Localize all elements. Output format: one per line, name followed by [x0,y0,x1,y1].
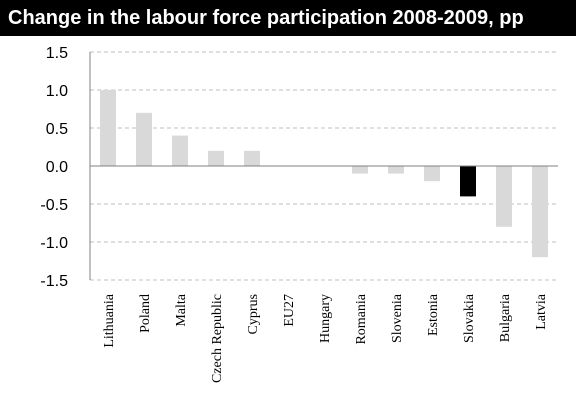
bar-cyprus [244,150,260,166]
y-tick-label: 1.0 [46,83,68,100]
bar-poland [136,112,152,166]
chart-title: Change in the labour force participation… [0,0,576,36]
bar-romania [352,166,368,174]
y-tick-label: 1.5 [46,45,68,62]
x-tick-label: Cyprus [246,294,261,334]
y-tick-label: -0.5 [40,197,68,214]
x-tick-label: Poland [138,294,153,333]
y-tick-label: 0.0 [46,159,68,176]
bar-slovakia [460,166,476,197]
bar-estonia [424,166,440,182]
x-tick-label: Lithuania [102,293,117,347]
bar-slovenia [388,166,404,174]
bar-lithuania [100,90,116,166]
bar-czech-republic [208,150,224,166]
x-tick-label: Malta [174,293,189,326]
bar-chart: 1.5 1.0 0.5 0.0 -0.5 -1.0 -1.5 Lithuania Poland M… [40,45,558,383]
x-tick-label: Czech Republic [210,294,225,383]
y-tick-label: -1.0 [40,235,68,252]
bar-malta [172,135,188,166]
y-tick-label: -1.5 [40,273,68,290]
x-tick-label: Slovenia [390,293,405,343]
x-tick-label: Latvia [534,293,549,330]
y-tick-label: 0.5 [46,121,68,138]
bar-latvia [532,166,548,258]
x-tick-label: Bulgaria [498,293,513,342]
bar-bulgaria [496,166,512,227]
x-tick-label: Hungary [318,294,333,343]
x-tick-label: Slovakia [462,293,477,343]
x-tick-label: Romania [354,293,369,344]
x-tick-label: Estonia [426,293,441,336]
x-tick-label: EU27 [282,294,297,327]
